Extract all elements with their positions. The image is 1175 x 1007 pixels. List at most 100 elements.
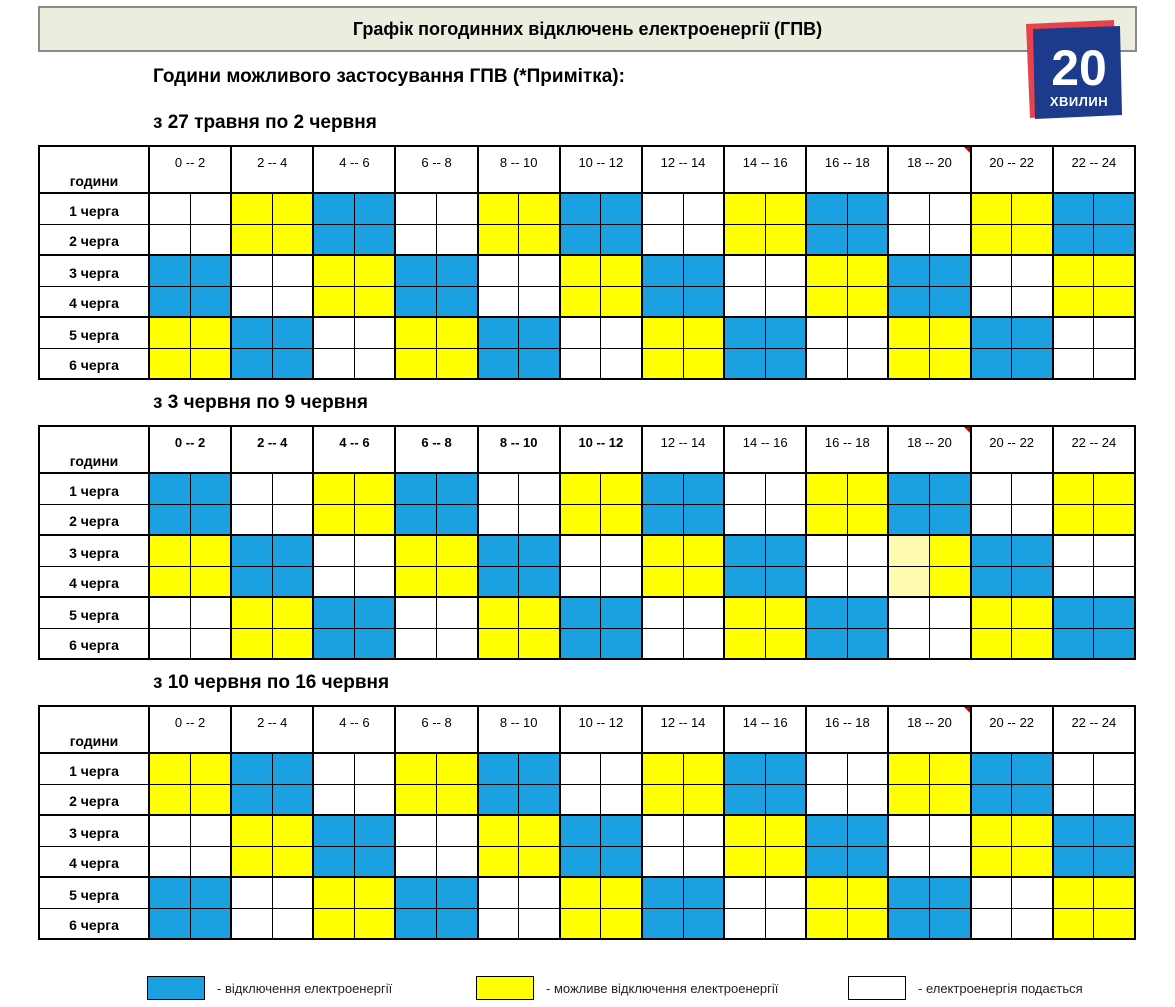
hour-cell	[928, 814, 972, 847]
hour-cell	[600, 285, 643, 318]
hour-cell	[723, 565, 766, 598]
hour-range-header: 12 -- 14	[640, 425, 725, 474]
hour-cell	[476, 596, 520, 629]
hour-cell	[436, 254, 479, 287]
hour-cell	[969, 285, 1013, 318]
hour-cell	[394, 192, 438, 225]
hour-cell	[147, 503, 191, 536]
hour-range-header: 12 -- 14	[640, 145, 725, 194]
queue-label: 3 черга	[38, 534, 150, 567]
hour-cell	[723, 845, 766, 878]
hour-cell	[846, 192, 889, 225]
legend-item-yellow: - можливе відключення електроенергії	[476, 976, 778, 1000]
hour-cell	[518, 223, 561, 256]
hour-cell	[436, 534, 479, 567]
hour-cell	[189, 876, 232, 909]
hour-cell	[394, 783, 438, 816]
hour-cell	[147, 254, 191, 287]
hour-cell	[558, 845, 602, 878]
hour-cell	[558, 907, 602, 940]
schedule-title: Графік погодинних відключень електроенер…	[38, 6, 1137, 52]
hour-cell	[518, 472, 561, 505]
subtitle: Години можливого застосування ГПВ (*Прим…	[153, 66, 625, 87]
hour-cell	[312, 814, 355, 847]
hour-cell	[394, 534, 438, 567]
hour-cell	[600, 565, 643, 598]
hour-cell	[969, 192, 1013, 225]
hour-cell	[723, 907, 766, 940]
hour-cell	[846, 223, 889, 256]
hour-cell	[518, 876, 561, 909]
hour-cell	[969, 596, 1013, 629]
hour-cell	[640, 285, 684, 318]
hour-cell	[928, 565, 972, 598]
hour-cell	[640, 627, 684, 660]
hour-cell	[928, 845, 972, 878]
hour-cell	[518, 814, 561, 847]
hour-range-header: 18 -- 20	[887, 705, 972, 754]
hour-range-header: 6 -- 8	[394, 145, 479, 194]
queue-row: 3 черга	[38, 534, 1136, 567]
hour-cell	[928, 783, 972, 816]
hour-range-header: 0 -- 2	[147, 145, 232, 194]
hour-cell	[147, 472, 191, 505]
hour-cell	[764, 845, 807, 878]
hour-cell	[394, 347, 438, 380]
hour-cell	[271, 565, 314, 598]
hour-cell	[1093, 254, 1136, 287]
hour-range-header: 12 -- 14	[640, 705, 725, 754]
hour-cell	[436, 845, 479, 878]
hour-cell	[805, 192, 848, 225]
hour-cell	[312, 503, 355, 536]
hour-cell	[1011, 223, 1054, 256]
hour-cell	[887, 876, 930, 909]
hour-cell	[1051, 752, 1095, 785]
hour-cell	[1011, 876, 1054, 909]
hour-cell	[723, 472, 766, 505]
hour-cell	[846, 565, 889, 598]
hour-cell	[887, 534, 930, 567]
hour-cell	[764, 627, 807, 660]
hour-cell	[805, 503, 848, 536]
hour-cell	[682, 503, 725, 536]
hour-cell	[1011, 565, 1054, 598]
hour-cell	[764, 254, 807, 287]
hour-cell	[846, 627, 889, 660]
hour-cell	[600, 192, 643, 225]
hour-cell	[928, 534, 972, 567]
hour-cell	[600, 907, 643, 940]
queue-label: 1 черга	[38, 752, 150, 785]
hour-cell	[805, 347, 848, 380]
hour-cell	[1011, 192, 1054, 225]
hour-cell	[805, 845, 848, 878]
hour-cell	[312, 192, 355, 225]
hour-cell	[640, 752, 684, 785]
hour-cell	[928, 254, 972, 287]
hour-cell	[682, 223, 725, 256]
hour-cell	[436, 347, 479, 380]
hour-cell	[353, 814, 396, 847]
hour-cell	[558, 472, 602, 505]
hour-cell	[805, 596, 848, 629]
hour-cell	[805, 907, 848, 940]
hour-cell	[846, 907, 889, 940]
hour-cell	[805, 565, 848, 598]
legend-label-blue: - відключення електроенергії	[217, 980, 393, 996]
hour-cell	[1051, 596, 1095, 629]
hour-cell	[805, 627, 848, 660]
hour-cell	[271, 845, 314, 878]
hour-cell	[147, 347, 191, 380]
hour-cell	[969, 503, 1013, 536]
comment-marker	[963, 427, 970, 433]
hour-range-header: 22 -- 24	[1051, 425, 1136, 474]
hour-cell	[353, 752, 396, 785]
hour-cell	[436, 907, 479, 940]
hour-cell	[1093, 845, 1136, 878]
queue-label: 6 черга	[38, 347, 150, 380]
hour-cell	[682, 316, 725, 349]
hour-cell	[805, 472, 848, 505]
hour-cell	[436, 285, 479, 318]
hour-cell	[640, 814, 684, 847]
queue-row: 6 черга	[38, 907, 1136, 940]
hour-cell	[969, 347, 1013, 380]
